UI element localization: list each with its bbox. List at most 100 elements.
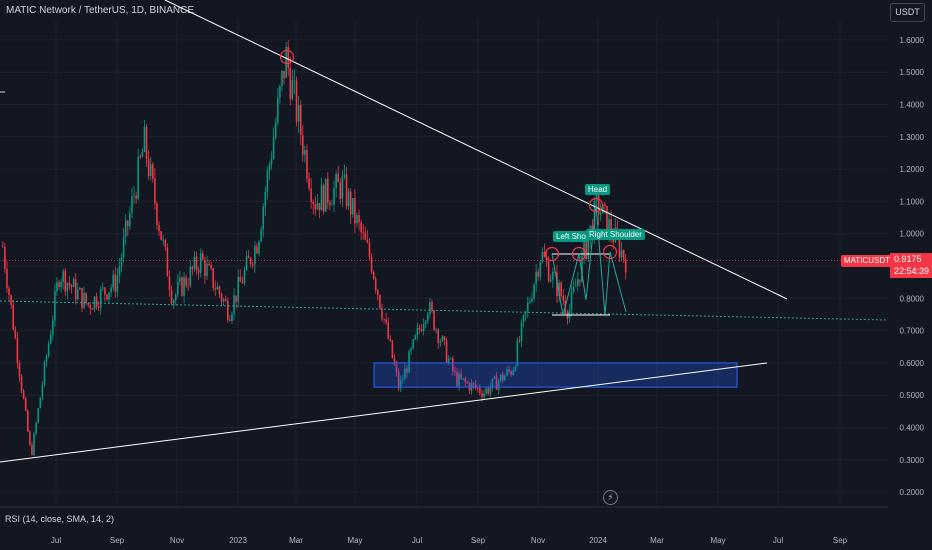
candle-body — [599, 213, 602, 215]
candle-body — [479, 388, 481, 394]
candle-body — [156, 203, 158, 226]
candle-body — [377, 289, 379, 295]
candle-body — [460, 373, 462, 379]
candle-body — [243, 269, 246, 284]
candle-body — [104, 287, 106, 295]
candle-body — [12, 304, 15, 330]
candle-body — [481, 393, 483, 397]
x-tick-label: Jul — [773, 536, 783, 545]
currency-button[interactable]: USDT — [890, 3, 925, 22]
y-tick-label: 1.2000 — [900, 165, 925, 174]
candle-body — [458, 373, 460, 386]
candle-body — [58, 282, 60, 287]
y-tick-label: 1.6000 — [900, 36, 925, 45]
candle-body — [581, 255, 583, 282]
candle-body — [193, 256, 196, 270]
candle-body — [572, 286, 575, 292]
candle-body — [254, 246, 256, 265]
candle-body — [352, 198, 354, 215]
y-tick-label: 0.4000 — [900, 424, 925, 433]
candle-body — [314, 204, 317, 210]
candle-body — [389, 338, 392, 341]
candle-body — [399, 380, 402, 389]
candle-body — [370, 256, 373, 272]
price-tag: 0.9175 22:54:39 — [890, 253, 932, 278]
pivot-marker — [602, 244, 618, 260]
candle-body — [204, 259, 206, 276]
candle-body — [495, 376, 498, 390]
x-tick-label: May — [347, 536, 362, 545]
x-tick-label: Sep — [471, 536, 486, 545]
candle-body — [483, 393, 485, 397]
x-tick-label: Nov — [531, 536, 545, 545]
candle-body — [24, 398, 27, 411]
candle-body — [499, 374, 502, 381]
y-tick-label: 1.3000 — [900, 133, 925, 142]
x-tick-label: Jul — [51, 536, 61, 545]
candle-body — [112, 274, 115, 288]
candle-body — [443, 336, 446, 341]
candle-body — [429, 302, 431, 315]
candle-body — [439, 341, 442, 343]
candle-body — [329, 202, 331, 205]
candle-body — [52, 320, 54, 335]
candle-body — [543, 252, 546, 257]
candle-body — [195, 256, 198, 270]
candle-body — [237, 276, 240, 302]
candle-body — [287, 46, 290, 68]
candle-body — [331, 204, 333, 206]
candle-body — [66, 282, 69, 292]
candle-body — [347, 191, 350, 207]
candle-body — [181, 277, 183, 296]
candle-body — [454, 370, 456, 373]
candle-body — [139, 156, 142, 158]
candle-body — [179, 277, 181, 283]
candle-body — [4, 246, 6, 269]
candle-body — [283, 70, 285, 78]
candle-body — [502, 374, 504, 381]
candle-body — [366, 239, 369, 243]
candle-body — [199, 253, 202, 273]
candle-body — [537, 271, 540, 277]
candle-body — [360, 222, 362, 233]
candle-body — [602, 204, 604, 214]
candle-body — [493, 376, 496, 379]
x-tick-label: Sep — [110, 536, 125, 545]
candle-body — [562, 295, 565, 301]
candle-body — [297, 105, 300, 122]
candle-body — [374, 278, 377, 290]
candle-body — [54, 291, 56, 321]
candle-body — [322, 185, 325, 212]
x-tick-label: May — [710, 536, 725, 545]
x-tick-label: Nov — [170, 536, 184, 545]
x-axis: Jul Sep Nov 2023 Mar May Jul Sep Nov 2024 Mar May Ju… — [51, 536, 848, 545]
candle-body — [529, 301, 531, 303]
candle-body — [508, 369, 510, 372]
candle-body — [362, 232, 365, 233]
candle-body — [304, 149, 306, 155]
candle-body — [608, 219, 610, 236]
candle-body — [412, 339, 415, 349]
candle-body — [560, 282, 562, 296]
candle-body — [383, 319, 385, 320]
lightning-icon[interactable]: ⚡ — [603, 490, 618, 505]
candle-body — [72, 279, 75, 288]
pivot-marker — [588, 197, 604, 213]
current-price: 0.9175 — [894, 254, 922, 264]
candle-body — [310, 188, 312, 202]
candle-body — [108, 292, 110, 300]
rsi-indicator-label[interactable]: RSI (14, close, SMA, 14, 2) — [5, 514, 115, 524]
candle-body — [558, 282, 560, 297]
candle-body — [252, 264, 254, 266]
candle-body — [31, 444, 33, 456]
candle-body — [229, 319, 231, 321]
candle-body — [168, 276, 171, 290]
candle-body — [149, 164, 152, 176]
candle-body — [189, 266, 192, 286]
candle-body — [333, 188, 335, 205]
candle-body — [133, 195, 135, 197]
candle-body — [87, 303, 90, 305]
y-tick-label: 0.3000 — [900, 456, 925, 465]
candle-body — [77, 289, 79, 300]
